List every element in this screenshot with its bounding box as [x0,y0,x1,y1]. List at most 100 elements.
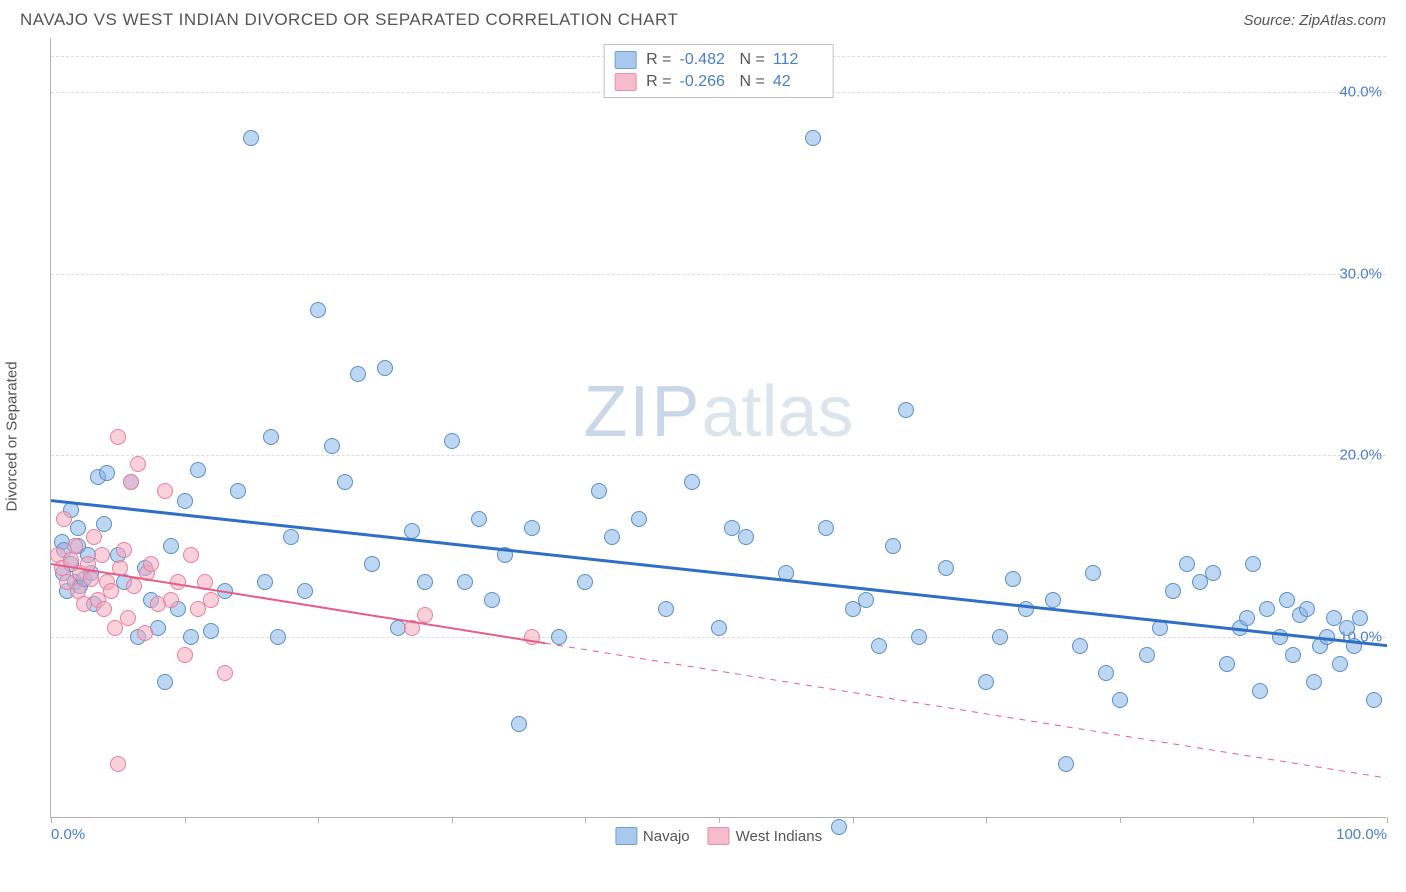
legend-row-westindian: R = -0.266 N = 42 [614,71,823,93]
chart-container: Divorced or Separated ZIPatlas R = -0.48… [50,38,1386,818]
x-tick [318,817,319,823]
scatter-point [1332,656,1348,672]
watermark-atlas: atlas [701,372,853,452]
scatter-point [1139,647,1155,663]
scatter-point [805,130,821,146]
scatter-point [738,529,754,545]
scatter-point [831,819,847,835]
r-value-westindian: -0.266 [680,73,730,91]
scatter-point [992,629,1008,645]
legend-series: Navajo West Indians [615,827,822,845]
trend-lines [51,38,1387,818]
scatter-point [938,560,954,576]
grid-line [51,274,1386,275]
grid-line [51,637,1386,638]
legend-item-westindian: West Indians [708,827,822,845]
scatter-point [457,574,473,590]
legend-label-navajo: Navajo [643,828,690,845]
x-tick [853,817,854,823]
scatter-point [203,623,219,639]
x-tick [452,817,453,823]
scatter-point [658,601,674,617]
scatter-point [1058,756,1074,772]
scatter-point [1306,674,1322,690]
scatter-point [711,620,727,636]
x-tick [1120,817,1121,823]
scatter-point [898,402,914,418]
scatter-point [137,625,153,641]
swatch-westindian [614,73,636,91]
watermark: ZIPatlas [583,371,853,453]
scatter-point [858,592,874,608]
x-tick [719,817,720,823]
scatter-point [1239,610,1255,626]
scatter-point [157,674,173,690]
scatter-point [978,674,994,690]
chart-title: NAVAJO VS WEST INDIAN DIVORCED OR SEPARA… [20,10,678,30]
scatter-point [120,610,136,626]
scatter-point [1112,692,1128,708]
scatter-point [183,547,199,563]
scatter-point [243,130,259,146]
scatter-point [1319,629,1335,645]
scatter-point [1205,565,1221,581]
scatter-point [631,511,647,527]
r-label: R = [646,51,671,69]
scatter-point [217,665,233,681]
x-tick [185,817,186,823]
scatter-point [885,538,901,554]
scatter-point [778,565,794,581]
scatter-point [350,366,366,382]
legend-label-westindian: West Indians [736,828,822,845]
x-tick-label: 0.0% [51,826,85,843]
scatter-point [67,538,83,554]
trend-line-dashed [545,643,1387,778]
legend-row-navajo: R = -0.482 N = 112 [614,49,823,71]
n-label: N = [740,73,765,91]
scatter-point [818,520,834,536]
scatter-point [484,592,500,608]
scatter-point [911,629,927,645]
y-axis-label: Divorced or Separated [4,361,21,511]
scatter-point [1245,556,1261,572]
y-tick-label: 20.0% [1339,447,1382,464]
scatter-point [1219,656,1235,672]
scatter-point [1366,692,1382,708]
scatter-point [96,601,112,617]
scatter-point [1279,592,1295,608]
scatter-point [143,556,159,572]
scatter-point [1072,638,1088,654]
scatter-point [1259,601,1275,617]
scatter-point [116,542,132,558]
n-label: N = [740,51,765,69]
scatter-point [123,474,139,490]
y-tick-label: 40.0% [1339,84,1382,101]
scatter-point [217,583,233,599]
scatter-point [283,529,299,545]
scatter-point [99,465,115,481]
legend-item-navajo: Navajo [615,827,690,845]
scatter-point [130,456,146,472]
x-tick [986,817,987,823]
scatter-point [1352,610,1368,626]
scatter-point [1045,592,1061,608]
source-label: Source: ZipAtlas.com [1243,12,1386,29]
scatter-point [1152,620,1168,636]
scatter-point [1285,647,1301,663]
scatter-point [170,574,186,590]
swatch-westindian-icon [708,827,730,845]
scatter-point [1346,638,1362,654]
scatter-point [157,483,173,499]
scatter-point [183,629,199,645]
scatter-point [404,523,420,539]
scatter-point [577,574,593,590]
scatter-point [471,511,487,527]
scatter-point [604,529,620,545]
scatter-point [110,756,126,772]
scatter-point [684,474,700,490]
scatter-point [1252,683,1268,699]
scatter-point [1018,601,1034,617]
x-tick [585,817,586,823]
scatter-point [404,620,420,636]
scatter-point [310,302,326,318]
